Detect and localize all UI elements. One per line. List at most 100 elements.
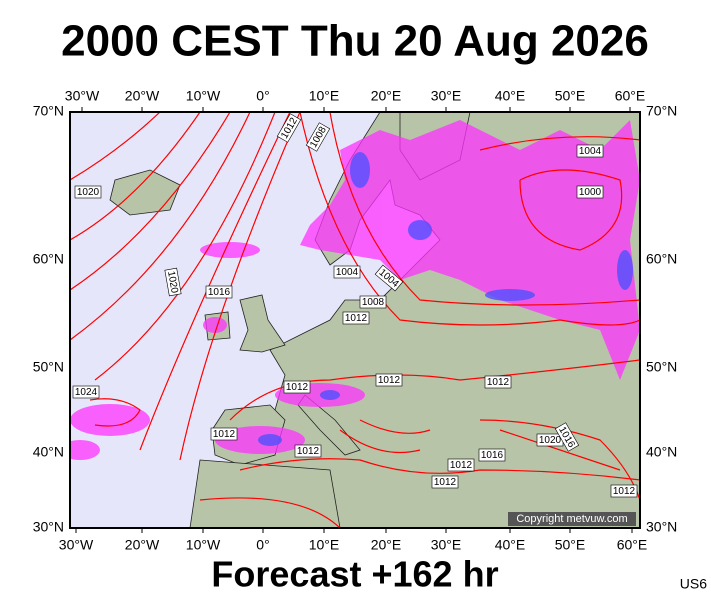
isobar-label-box [342, 311, 370, 325]
bottom-lon-label: 0° [256, 537, 269, 553]
isobar-label-text: 1012 [286, 382, 309, 393]
right-lat-label: 40°N [646, 444, 677, 460]
left-lat-label: 40°N [33, 444, 64, 460]
isobar-label: 1012 [294, 444, 322, 458]
top-lon-label: 60°E [615, 88, 646, 104]
isobar-label-text: 1012 [450, 460, 473, 471]
isobar-label: 1020 [74, 185, 102, 199]
bottom-lon-label: 50°E [555, 537, 586, 553]
isobar-label-box [375, 373, 403, 387]
isobar-label-box [576, 185, 604, 199]
isobar-label-text: 1012 [487, 377, 510, 388]
left-lat-label: 50°N [33, 359, 64, 375]
left-lat-label: 60°N [33, 251, 64, 267]
isobar-label-box [294, 444, 322, 458]
right-lat-label: 70°N [646, 103, 677, 119]
frame [69, 111, 641, 529]
top-lon-label: 10°E [309, 88, 340, 104]
right-lat-label: 60°N [646, 251, 677, 267]
isobar-label-text: 1004 [336, 267, 359, 278]
top-lon-label: 30°W [65, 88, 100, 104]
copyright: Copyright metvuw.com [516, 513, 627, 525]
title: 2000 CEST Thu 20 Aug 2026 [61, 17, 649, 66]
isobar-label: 1012 [342, 311, 370, 325]
isobar-label-text: 1012 [434, 477, 457, 488]
right-lat-label: 50°N [646, 359, 677, 375]
isobar-label-box [447, 458, 475, 472]
top-lon-label: 30°E [431, 88, 462, 104]
isobar-label-box [210, 427, 238, 441]
isobars [70, 112, 640, 528]
forecast: Forecast +162 hr [211, 554, 498, 595]
model-code: US6 [680, 576, 707, 592]
isobar-label: 1012 [431, 475, 459, 489]
isobar-label-box [431, 475, 459, 489]
isobar-label-box [276, 113, 302, 143]
isobar-label: 1016 [205, 285, 233, 299]
top-lon-label: 20°E [371, 88, 402, 104]
isobar-label-box [205, 285, 233, 299]
bottom-lon-label: 60°E [617, 537, 648, 553]
isobar-label-text: 1000 [579, 187, 602, 198]
isobar-label: 1016 [478, 448, 506, 462]
top-lon-label: 40°E [495, 88, 526, 104]
bottom-lon-label: 10°W [186, 537, 221, 553]
isobar-label-text: 1004 [579, 146, 602, 157]
bottom-lon-label: 30°W [59, 537, 94, 553]
isobar-label: 1024 [72, 385, 100, 399]
isobar-label-text: 1016 [208, 287, 231, 298]
isobar-label: 1012 [375, 373, 403, 387]
bottom-lon-label: 20°E [371, 537, 402, 553]
heavy-precipitation [258, 152, 633, 446]
top-lon-label: 20°W [125, 88, 160, 104]
bottom-lon-label: 30°E [431, 537, 462, 553]
axes: 30°W 20°W 10°W 0° 10°E 20°E 30°E 40°E 50°E 60°E 30… [33, 88, 678, 553]
isobar-label-text: 1020 [77, 187, 100, 198]
isobar-label: 1012 [484, 375, 512, 389]
isobar-label-text: 1020 [539, 435, 562, 446]
isobar-label-text: 1012 [345, 313, 368, 324]
isobar-label-box [576, 144, 604, 158]
isobar-label-text: 1020 [165, 270, 180, 294]
isobar-label: 1020 [164, 267, 182, 297]
isobar-label-text: 1016 [481, 450, 504, 461]
isobar-label-box [359, 295, 387, 309]
isobar-label: 1004 [576, 144, 604, 158]
isobar-label: 1004 [333, 265, 361, 279]
bottom-lon-label: 10°E [309, 537, 340, 553]
isobar-label-text: 1012 [613, 486, 636, 497]
isobar-label-box [74, 185, 102, 199]
isobar-label: 1012 [610, 484, 638, 498]
top-lon-label: 0° [256, 88, 269, 104]
isobar-label-text: 1012 [297, 446, 320, 457]
isobar-label: 1000 [576, 185, 604, 199]
isobar-label-box [164, 267, 182, 297]
top-lon-label: 50°E [555, 88, 586, 104]
isobar-label: 1012 [210, 427, 238, 441]
right-lat-label: 30°N [646, 519, 677, 535]
isobar-label-text: 1012 [213, 429, 236, 440]
isobar-label-text: 1024 [75, 387, 98, 398]
bottom-lon-label: 40°E [495, 537, 526, 553]
isobar-label-box [484, 375, 512, 389]
isobar-label: 1008 [359, 295, 387, 309]
isobar-label-box [305, 122, 331, 152]
left-lat-label: 30°N [33, 519, 64, 535]
isobar-label-box [374, 264, 404, 292]
copyright-box [508, 512, 636, 526]
isobar-label-box [333, 265, 361, 279]
isobar-label: 1012 [447, 458, 475, 472]
isobar-label-text: 1008 [362, 297, 385, 308]
isobar-label-box [554, 422, 580, 452]
left-lat-label: 70°N [33, 103, 64, 119]
isobar-label-box [72, 385, 100, 399]
isobar-label-text: 1012 [378, 375, 401, 386]
isobar-label-box [610, 484, 638, 498]
isobar-label-box [478, 448, 506, 462]
top-lon-label: 10°W [186, 88, 221, 104]
isobar-label-box [283, 380, 311, 394]
isobar-label: 1012 [283, 380, 311, 394]
